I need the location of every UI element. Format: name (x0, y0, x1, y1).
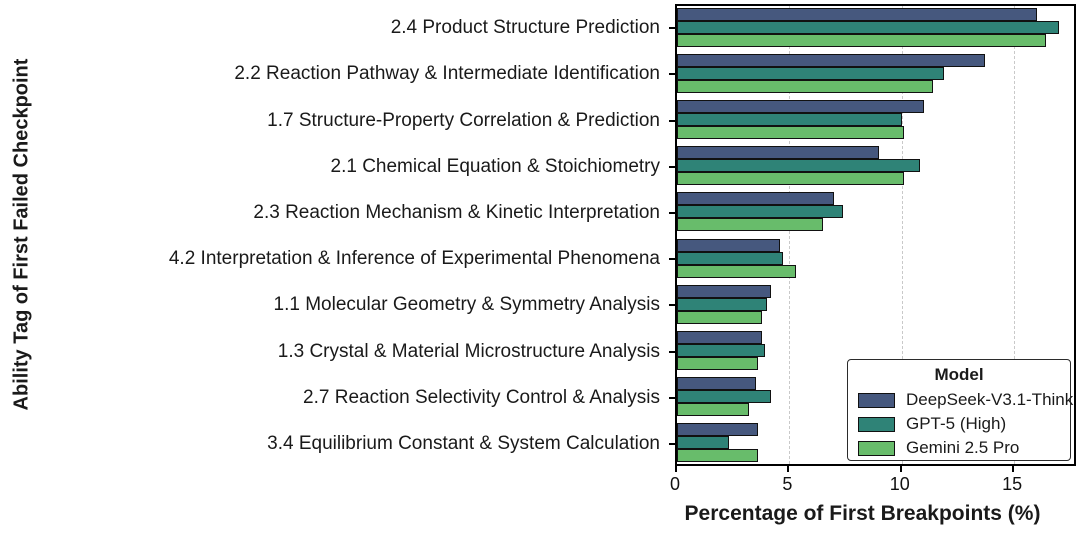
category-label: 3.4 Equilibrium Constant & System Calcul… (267, 432, 660, 454)
y-tick-mark (669, 258, 675, 261)
x-tick-mark (1012, 466, 1015, 472)
category-label: 2.1 Chemical Equation & Stoichiometry (330, 155, 661, 177)
legend-label: Gemini 2.5 Pro (906, 438, 1020, 457)
category-label: 2.2 Reaction Pathway & Intermediate Iden… (234, 63, 660, 85)
category-label: 1.3 Crystal & Material Microstructure An… (277, 340, 660, 362)
legend-label: GPT-5 (High) (906, 414, 1007, 433)
bar (677, 146, 880, 160)
bar (677, 403, 749, 417)
bar (677, 264, 797, 278)
bar (677, 7, 1037, 21)
bar (677, 423, 758, 437)
x-tick-label: 0 (669, 474, 680, 494)
bar (677, 297, 767, 311)
bar (677, 390, 772, 404)
bar (677, 113, 902, 126)
bar (677, 344, 765, 357)
legend-entry: DeepSeek-V3.1-Think (858, 388, 1073, 412)
bar (677, 377, 756, 391)
plot-area: Model DeepSeek-V3.1-Think GPT-5 (High) Gem… (675, 4, 1076, 466)
bar (677, 20, 1060, 34)
bar (677, 449, 758, 463)
category-label: 2.3 Reaction Mechanism & Kinetic Interpr… (253, 201, 660, 223)
x-tick-label: 5 (782, 474, 793, 494)
legend-swatch-gemini-2-5-pro (858, 440, 895, 456)
x-tick-mark (787, 466, 790, 472)
y-tick-mark (669, 73, 675, 76)
category-label: 4.2 Interpretation & Inference of Experi… (168, 248, 660, 270)
legend-entries: DeepSeek-V3.1-Think GPT-5 (High) Gemini 2.… (858, 388, 1073, 460)
category-label: 1.7 Structure-Property Correlation & Pre… (267, 109, 660, 131)
bar (677, 310, 763, 324)
bar (677, 172, 904, 186)
x-tick-mark (675, 466, 677, 472)
legend-entry: Gemini 2.5 Pro (858, 436, 1060, 460)
y-tick-mark (669, 165, 675, 168)
legend-entry: GPT-5 (High) (858, 412, 1060, 436)
category-label: 2.4 Product Structure Prediction (390, 17, 660, 39)
bar (677, 159, 920, 173)
bar (677, 79, 934, 93)
bar (677, 357, 758, 370)
legend-label: DeepSeek-V3.1-Think (906, 390, 1074, 409)
bar (677, 251, 783, 265)
y-tick-mark (669, 442, 675, 445)
bar (677, 100, 925, 113)
legend: Model DeepSeek-V3.1-Think GPT-5 (High) Gem… (847, 359, 1073, 461)
y-tick-mark (669, 350, 675, 353)
y-tick-mark (669, 211, 675, 214)
bar (677, 53, 985, 67)
bar (677, 436, 729, 450)
legend-swatch-deepseek-v3-1-think (858, 392, 895, 408)
gridline-15 (1014, 6, 1016, 464)
bar (677, 218, 824, 232)
bar (677, 192, 835, 206)
legend-swatch-gpt-5-high- (858, 416, 895, 432)
bar (677, 33, 1046, 47)
bar (677, 66, 945, 80)
bar (677, 284, 772, 298)
category-label: 2.7 Reaction Selectivity Control & Analy… (303, 386, 660, 408)
bar (677, 126, 904, 139)
x-tick-label: 10 (889, 474, 910, 494)
y-tick-mark (669, 396, 675, 399)
x-axis-title: Percentage of First Breakpoints (%) (684, 502, 1041, 525)
x-tick-label: 15 (1002, 474, 1023, 494)
bar (677, 205, 844, 219)
bar (677, 238, 781, 252)
gridline-10 (901, 6, 903, 464)
bar (677, 331, 763, 344)
category-label: 1.1 Molecular Geometry & Symmetry Analys… (273, 294, 660, 316)
y-tick-mark (669, 27, 675, 30)
gridline-5 (789, 6, 791, 464)
x-tick-mark (899, 466, 902, 472)
y-tick-mark (669, 304, 675, 307)
legend-title: Model (934, 365, 984, 384)
y-tick-mark (669, 119, 675, 122)
